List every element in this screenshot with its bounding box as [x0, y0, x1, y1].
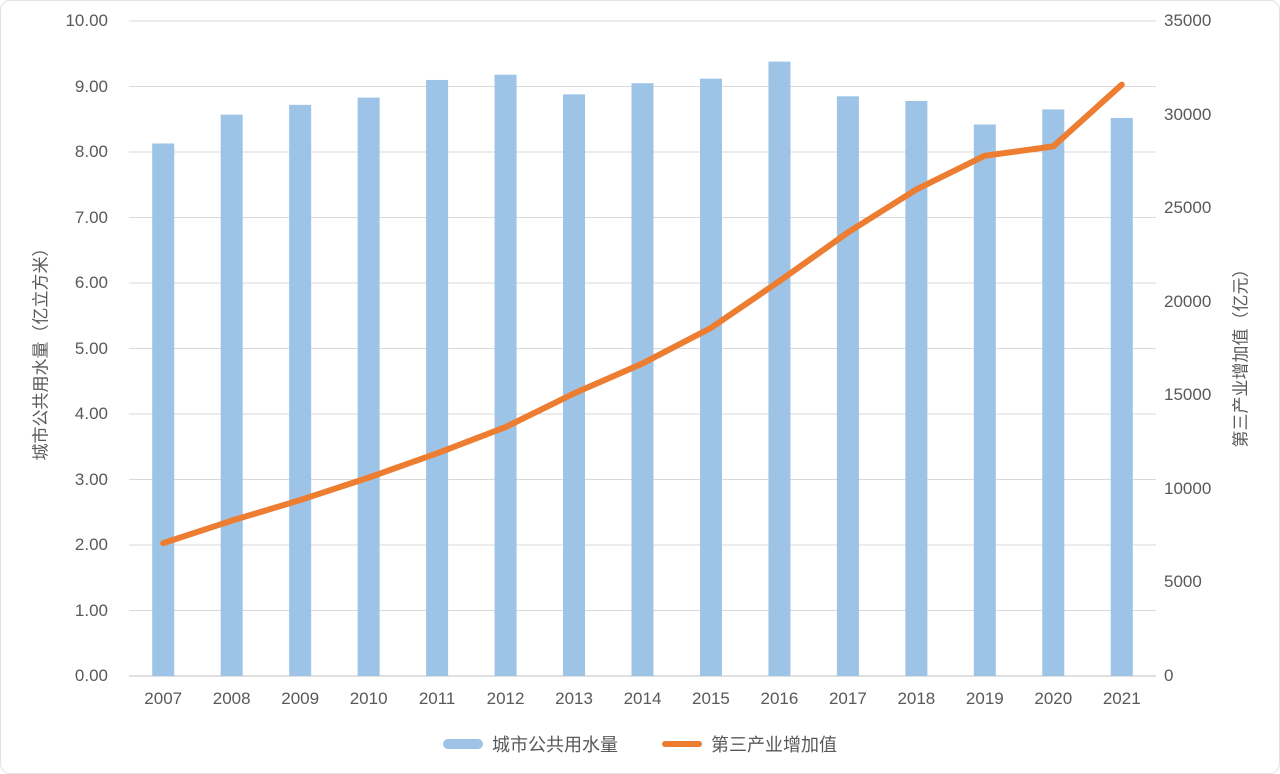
right-axis-tick-label: 35000 [1164, 11, 1212, 30]
x-axis-label: 2019 [965, 689, 1004, 708]
legend-label-line-series: 第三产业增加值 [711, 735, 837, 755]
left-axis-title: 城市公共用水量（亿立方米） [31, 239, 51, 461]
bar-series-swatch-icon [443, 739, 483, 749]
x-axis-label: 2017 [828, 689, 867, 708]
trend-line [160, 81, 1125, 547]
right-axis-tick-label: 0 [1164, 666, 1174, 685]
bar-2012 [494, 74, 517, 676]
left-axis-tick-label: 10.00 [65, 11, 108, 30]
bar-2014 [631, 83, 654, 677]
bar-2011 [426, 79, 449, 676]
bar-2016 [768, 61, 791, 677]
x-axis-label: 2008 [212, 689, 251, 708]
bar-2015 [699, 78, 722, 676]
legend-item-line-series: 第三产业增加值 [662, 731, 837, 757]
left-axis-tick-label: 5.00 [74, 338, 108, 358]
left-axis-tick-label: 9.00 [74, 76, 108, 96]
left-axis-tick-label: 0.00 [74, 666, 108, 685]
left-axis-tick-label: 1.00 [74, 600, 108, 620]
right-axis-title: 第三产业增加值（亿元） [1231, 260, 1251, 448]
x-axis-label: 2010 [349, 689, 388, 708]
left-axis-tick-label: 8.00 [74, 142, 108, 161]
legend-label-bar-series: 城市公共用水量 [492, 735, 618, 755]
left-axis-tick-label: 3.00 [74, 469, 108, 489]
x-axis-label: 2021 [1102, 689, 1141, 708]
left-axis-tick-label: 6.00 [74, 273, 108, 292]
x-axis-label: 2007 [144, 689, 183, 708]
bar-2020 [1042, 109, 1065, 677]
bar-2013 [563, 94, 586, 677]
left-axis-tick-label: 7.00 [74, 207, 108, 227]
right-axis-tick-label: 25000 [1164, 198, 1212, 218]
right-axis-tick-label: 10000 [1164, 478, 1212, 498]
bar-2007 [152, 143, 175, 677]
x-axis-label: 2011 [418, 689, 456, 708]
x-axis-label: 2012 [486, 689, 525, 708]
legend-item-bar-series: 城市公共用水量 [443, 731, 618, 757]
bar-2018 [905, 100, 928, 676]
x-axis-label: 2015 [692, 689, 730, 708]
x-axis-label: 2016 [760, 689, 799, 708]
bar-2009 [289, 104, 312, 677]
bar-2021 [1110, 117, 1133, 676]
right-axis-tick-label: 15000 [1164, 385, 1212, 405]
bar-2008 [220, 114, 243, 677]
x-axis-label: 2018 [897, 689, 936, 708]
bar-2017 [836, 96, 859, 676]
left-axis-tick-label: 2.00 [74, 535, 108, 554]
x-axis-label: 2020 [1034, 689, 1073, 708]
x-axis-label: 2014 [623, 689, 662, 708]
right-axis-tick-label: 30000 [1164, 104, 1212, 124]
left-axis-tick-label: 4.00 [74, 404, 108, 423]
line-series-swatch-icon [662, 741, 702, 747]
right-axis-tick-label: 5000 [1164, 572, 1202, 592]
right-axis-tick-label: 20000 [1164, 291, 1212, 311]
x-axis-label: 2013 [555, 689, 593, 708]
legend: 城市公共用水量 第三产业增加值 [1, 731, 1279, 757]
bar-2019 [973, 124, 996, 677]
bar-2010 [357, 97, 380, 676]
x-axis-label: 2009 [281, 689, 320, 708]
